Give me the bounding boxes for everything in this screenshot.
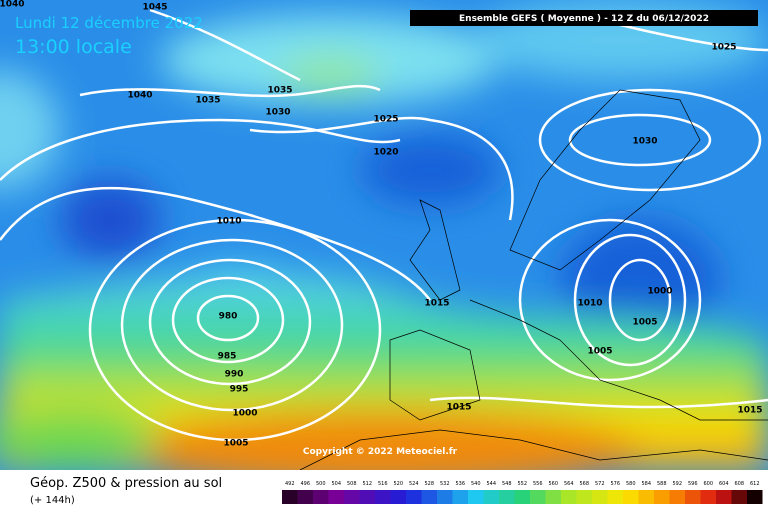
scale-swatch — [437, 490, 453, 504]
isobar-label: 1020 — [373, 148, 398, 158]
isobar-label: 1025 — [711, 43, 736, 53]
scale-label: 576 — [610, 481, 620, 487]
scale-swatch — [328, 490, 344, 504]
scale-swatch — [359, 490, 375, 504]
scale-swatch — [514, 490, 530, 504]
scale-swatch — [313, 490, 329, 504]
isobar-label: 1005 — [632, 318, 657, 328]
scale-label: 600 — [703, 481, 713, 487]
isobar-label: 1015 — [446, 403, 471, 413]
scale-swatch — [483, 490, 499, 504]
scale-swatch — [700, 490, 716, 504]
scale-swatch — [406, 490, 422, 504]
scale-swatch — [669, 490, 685, 504]
scale-swatch — [716, 490, 732, 504]
scale-swatch — [561, 490, 577, 504]
scale-swatch — [499, 490, 515, 504]
scale-label: 592 — [672, 481, 682, 487]
run-banner — [410, 10, 758, 26]
isobar-label: 1025 — [373, 115, 398, 125]
scale-label: 544 — [486, 481, 496, 487]
scale-swatch — [607, 490, 623, 504]
scale-label: 556 — [533, 481, 543, 487]
isobar-label: 1000 — [232, 409, 257, 419]
isobar-label: 995 — [230, 385, 249, 395]
isobar-label: 1005 — [223, 439, 248, 449]
scale-swatch — [592, 490, 608, 504]
scale-swatch — [638, 490, 654, 504]
isobar-label: 980 — [219, 312, 238, 322]
scale-label: 508 — [347, 481, 357, 487]
scale-label: 536 — [455, 481, 465, 487]
isobar-label: 1010 — [577, 299, 602, 309]
scale-label: 496 — [300, 481, 310, 487]
lead-time: (+ 144h) — [30, 495, 75, 506]
isobar-label: 1000 — [647, 287, 672, 297]
scale-swatch — [452, 490, 468, 504]
scale-label: 612 — [750, 481, 760, 487]
scale-label: 580 — [626, 481, 636, 487]
isobar-label: 985 — [218, 352, 237, 362]
scale-label: 512 — [362, 481, 372, 487]
scale-swatch — [731, 490, 747, 504]
scale-swatch — [375, 490, 391, 504]
scale-swatch — [576, 490, 592, 504]
scale-label: 560 — [548, 481, 558, 487]
run-info: Ensemble GEFS ( Moyenne ) - 12 Z du 06/1… — [459, 14, 709, 24]
scale-label: 516 — [378, 481, 388, 487]
isobar-label: 1035 — [195, 96, 220, 106]
scale-swatch — [530, 490, 546, 504]
scale-label: 532 — [440, 481, 450, 487]
isobar-label: 1010 — [216, 217, 241, 227]
isobar-label: 1045 — [142, 3, 167, 13]
isobar-label: 1035 — [267, 86, 292, 96]
isobar-label: 1030 — [265, 108, 290, 118]
isobar-label: 1005 — [587, 347, 612, 357]
isobar-label: 1040 — [0, 0, 25, 10]
scale-swatch — [747, 490, 763, 504]
scale-label: 572 — [595, 481, 605, 487]
scale-label: 588 — [657, 481, 667, 487]
scale-label: 500 — [316, 481, 326, 487]
scale-label: 564 — [564, 481, 574, 487]
scale-swatch — [282, 490, 298, 504]
scale-label: 604 — [719, 481, 729, 487]
scale-label: 540 — [471, 481, 481, 487]
scale-swatch — [623, 490, 639, 504]
scale-swatch — [685, 490, 701, 504]
footer-title: Géop. Z500 & pression au sol — [30, 476, 222, 491]
isobar-label: 1040 — [127, 91, 152, 101]
isobar-label: 1030 — [632, 137, 657, 147]
scale-label: 548 — [502, 481, 512, 487]
scale-swatch — [297, 490, 313, 504]
scale-label: 608 — [734, 481, 744, 487]
copyright: Copyright © 2022 Meteociel.fr — [303, 447, 458, 457]
scale-label: 528 — [424, 481, 434, 487]
scale-label: 568 — [579, 481, 589, 487]
scale-swatch — [421, 490, 437, 504]
time: 13:00 locale — [15, 36, 132, 58]
scale-label: 552 — [517, 481, 527, 487]
scale-label: 492 — [285, 481, 295, 487]
scale-label: 504 — [331, 481, 341, 487]
isobar-label: 990 — [225, 370, 244, 380]
isobar-label: 1015 — [424, 299, 449, 309]
scale-label: 584 — [641, 481, 651, 487]
isobar-lines — [0, 8, 768, 442]
scale-swatch — [344, 490, 360, 504]
scale-swatch — [390, 490, 406, 504]
date: Lundi 12 décembre 2022 — [15, 14, 203, 32]
scale-label: 520 — [393, 481, 403, 487]
scale-swatch — [468, 490, 484, 504]
scale-label: 524 — [409, 481, 419, 487]
coastlines — [299, 89, 768, 470]
scale-swatch — [545, 490, 561, 504]
scale-swatch — [654, 490, 670, 504]
isobar-label: 1015 — [737, 406, 762, 416]
scale-label: 596 — [688, 481, 698, 487]
map-field: 1040 1045 1040 1035 1035 1030 1025 1020 1025 1030… — [0, 0, 768, 470]
